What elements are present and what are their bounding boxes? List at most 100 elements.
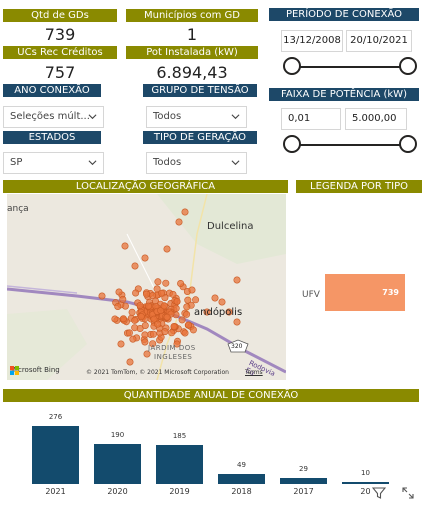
- annual-bar-category: 2017: [293, 487, 314, 496]
- map-point[interactable]: [163, 245, 171, 253]
- map-point[interactable]: [132, 289, 140, 297]
- map-copyright: © 2021 TomTom, © 2021 Microsoft Corporat…: [86, 369, 229, 376]
- map-canvas[interactable]: [7, 194, 286, 380]
- map-point[interactable]: [188, 286, 196, 294]
- map-point[interactable]: [141, 331, 149, 339]
- map-point[interactable]: [131, 316, 139, 324]
- map-point[interactable]: [218, 298, 226, 306]
- map-point[interactable]: [149, 340, 157, 348]
- map-point[interactable]: [172, 304, 180, 312]
- map-point[interactable]: [158, 289, 166, 297]
- map-point[interactable]: [136, 302, 144, 310]
- map-point[interactable]: [161, 328, 169, 336]
- map-point[interactable]: [185, 321, 193, 329]
- estados-dropdown[interactable]: SP: [3, 152, 104, 174]
- focus-mode-icon[interactable]: [401, 486, 415, 500]
- map-point[interactable]: [143, 350, 151, 358]
- map-point[interactable]: [119, 295, 127, 303]
- potencia-min-input[interactable]: 0,01: [281, 108, 341, 130]
- map-point[interactable]: [149, 330, 157, 338]
- map-visual[interactable]: ança Dulcelina andópolis JARDIM DOS INGL…: [7, 194, 286, 380]
- map-point[interactable]: [225, 308, 233, 316]
- annual-bar-2017[interactable]: [280, 478, 327, 484]
- periodo-slider-min-handle[interactable]: [283, 57, 301, 75]
- map-point[interactable]: [98, 292, 106, 300]
- pot-instalada-label: Pot Instalada (kW): [126, 46, 258, 59]
- map-label-dulcelina: Dulcelina: [207, 221, 254, 232]
- quantidade-anual-header: QUANTIDADE ANUAL DE CONEXÃO: [3, 389, 419, 402]
- periodo-slider-max-handle[interactable]: [399, 57, 417, 75]
- map-point[interactable]: [117, 340, 125, 348]
- map-point[interactable]: [111, 315, 119, 323]
- map-point[interactable]: [157, 307, 165, 315]
- map-point[interactable]: [131, 324, 139, 332]
- map-point[interactable]: [175, 218, 183, 226]
- annual-bar-value: 190: [110, 431, 125, 439]
- map-point[interactable]: [128, 308, 136, 316]
- map-terms-link[interactable]: Terms: [245, 369, 263, 376]
- map-point[interactable]: [183, 303, 191, 311]
- map-label-city: andópolis: [194, 307, 243, 318]
- periodo-end-input[interactable]: 20/10/2021: [346, 30, 412, 52]
- map-point[interactable]: [129, 335, 137, 343]
- map-point[interactable]: [189, 326, 197, 334]
- municipios-label: Municípios com GD: [126, 9, 258, 22]
- potencia-slider-track[interactable]: [292, 144, 409, 146]
- annual-chart[interactable]: 276 2021 190 2020 185 2019 49 2018 29 2017 10 20: [0, 400, 427, 506]
- potencia-slider-min-handle[interactable]: [283, 135, 301, 153]
- map-point[interactable]: [203, 308, 211, 316]
- map-point[interactable]: [125, 329, 133, 337]
- periodo-start-input[interactable]: 13/12/2008: [281, 30, 343, 52]
- map-point[interactable]: [150, 315, 158, 323]
- map-point[interactable]: [173, 340, 181, 348]
- map-point[interactable]: [154, 278, 162, 286]
- map-point[interactable]: [141, 254, 149, 262]
- map-point[interactable]: [160, 302, 168, 310]
- map-point[interactable]: [115, 288, 123, 296]
- annual-bar-2020[interactable]: [94, 444, 141, 484]
- map-point[interactable]: [181, 208, 189, 216]
- periodo-slider-track[interactable]: [292, 66, 409, 68]
- map-point[interactable]: [154, 320, 162, 328]
- map-point[interactable]: [173, 298, 181, 306]
- map-point[interactable]: [153, 285, 161, 293]
- tipo-geracao-dropdown[interactable]: Todos: [146, 152, 247, 174]
- annual-bar-2018[interactable]: [218, 474, 265, 484]
- filter-icon[interactable]: [372, 486, 386, 500]
- tipo-geracao-value: Todos: [153, 157, 182, 168]
- potencia-max-input[interactable]: 5.000,00: [345, 108, 407, 130]
- map-point[interactable]: [137, 313, 145, 321]
- map-point[interactable]: [119, 315, 127, 323]
- map-point[interactable]: [181, 329, 189, 337]
- map-point[interactable]: [114, 303, 122, 311]
- annual-bar-20[interactable]: [342, 482, 389, 484]
- map-point[interactable]: [183, 310, 191, 318]
- grupo-tensao-value: Todos: [153, 111, 182, 122]
- map-point[interactable]: [192, 296, 200, 304]
- map-point[interactable]: [126, 358, 134, 366]
- annual-bar-category: 2018: [231, 487, 252, 496]
- map-point[interactable]: [211, 294, 219, 302]
- map-point[interactable]: [141, 322, 149, 330]
- map-point[interactable]: [131, 262, 139, 270]
- map-point[interactable]: [184, 296, 192, 304]
- map-point[interactable]: [233, 318, 241, 326]
- legend-item-bar[interactable]: 739: [325, 274, 405, 311]
- map-point[interactable]: [177, 280, 185, 288]
- potencia-slider-max-handle[interactable]: [399, 135, 417, 153]
- map-point[interactable]: [121, 242, 129, 250]
- annual-bar-2021[interactable]: [32, 426, 79, 484]
- map-point[interactable]: [141, 338, 149, 346]
- map-point[interactable]: [170, 323, 178, 331]
- ano-conexao-dropdown[interactable]: Seleções múlt...: [3, 106, 104, 128]
- map-point[interactable]: [178, 316, 186, 324]
- map-point[interactable]: [233, 276, 241, 284]
- map-point[interactable]: [163, 313, 171, 321]
- map-point[interactable]: [169, 290, 177, 298]
- map-point[interactable]: [143, 290, 151, 298]
- map-point[interactable]: [145, 302, 153, 310]
- grupo-tensao-dropdown[interactable]: Todos: [146, 106, 247, 128]
- annual-bar-2019[interactable]: [156, 445, 203, 484]
- map-point[interactable]: [162, 279, 170, 287]
- map-point[interactable]: [168, 329, 176, 337]
